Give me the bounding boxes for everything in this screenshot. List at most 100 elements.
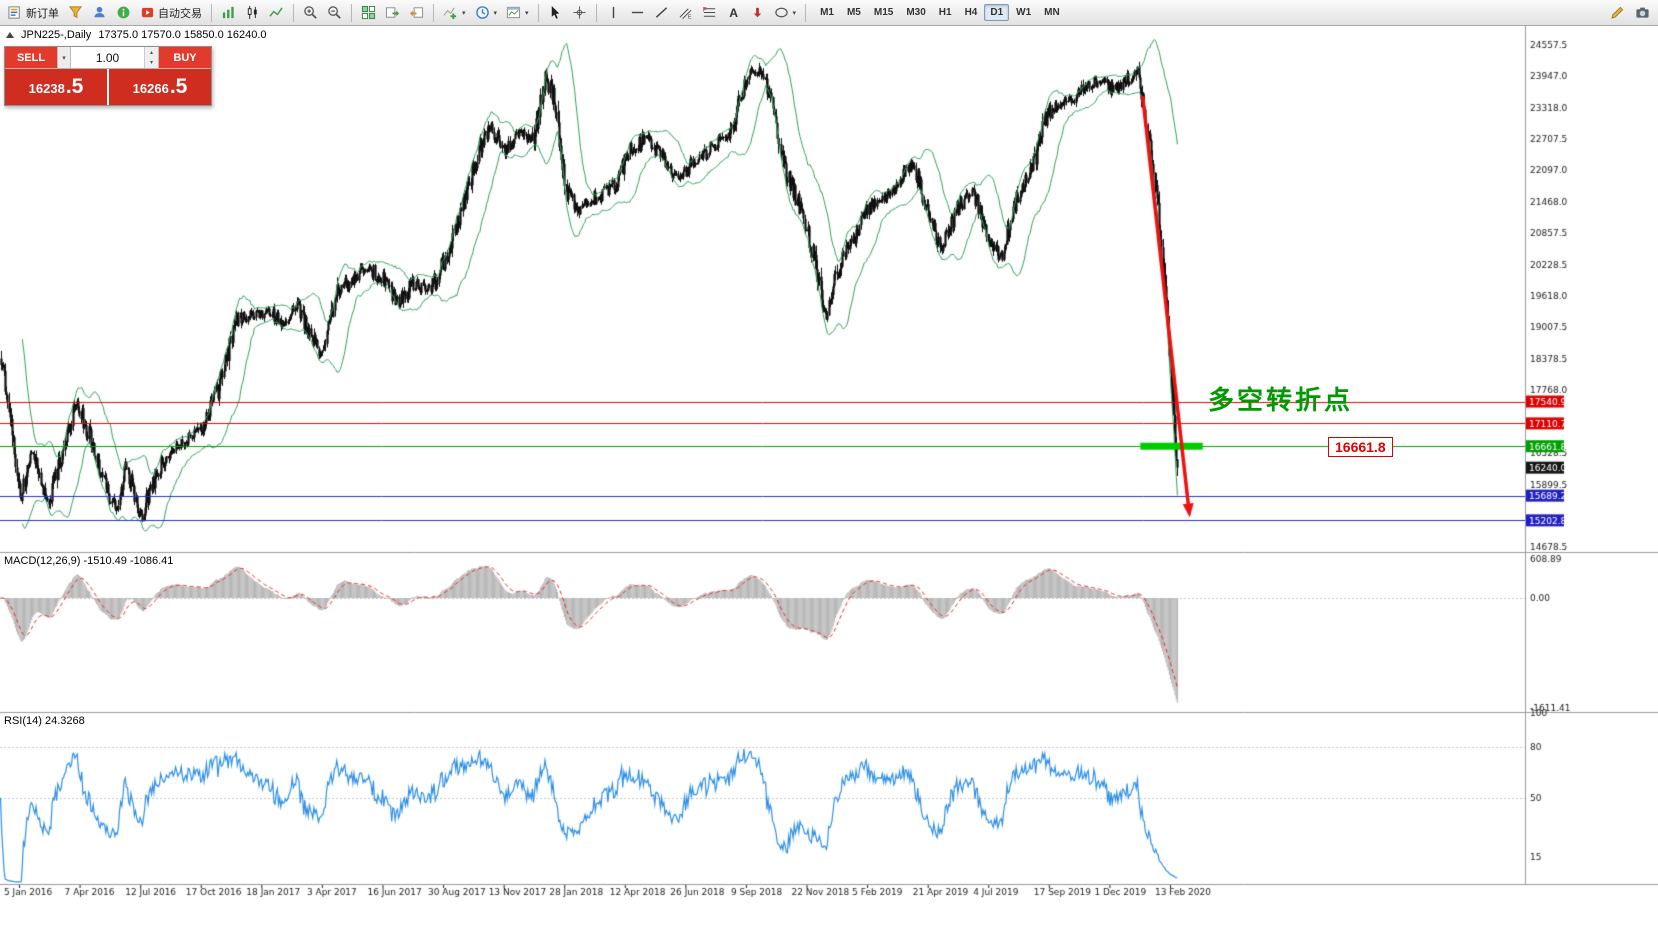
horizontal-line-button[interactable] [626,2,649,24]
new-order-button[interactable]: 新订单 [4,2,63,24]
autotrade-icon [140,5,155,20]
volume-input[interactable] [71,47,144,68]
toolbar-separator [537,3,539,22]
buy-button[interactable]: BUY [159,47,211,68]
candle-chart-button[interactable] [241,2,264,24]
indicators-button[interactable]: ▾ [439,2,470,24]
vertical-line-icon [606,5,621,20]
crosshair-button[interactable] [568,2,591,24]
timeframe-group: M1 M5 M15 M30 H1 H4 D1 W1 MN [814,4,1066,21]
support-price-callout: 16661.8 [1328,437,1393,457]
channel-button[interactable]: E [674,2,697,24]
buy-price-frac: .5 [169,75,188,98]
text-button[interactable]: A [722,2,745,24]
zoom-in-icon [303,5,318,20]
timeframe-button-m1[interactable]: M1 [814,4,840,21]
buy-price-int: 16266 [132,81,169,96]
funnel-button[interactable] [64,2,87,24]
chevron-down-icon: ▾ [493,9,498,17]
chevron-down-icon: ▾ [62,54,66,62]
volume-dropdown[interactable]: ▾ [57,47,71,68]
timeframe-button-mn[interactable]: MN [1038,4,1066,21]
chart-shift-button[interactable] [405,2,428,24]
toolbar-separator [805,3,807,22]
timeframe-button-d1[interactable]: D1 [984,4,1010,21]
fibonacci-button[interactable]: F [698,2,721,24]
toolbar-separator [211,3,212,22]
fibonacci-icon: F [702,5,717,20]
shapes-button[interactable]: ▾ [770,2,801,24]
indicators-icon [443,5,458,20]
horizontal-line-icon [630,5,645,20]
line-chart-button[interactable] [265,2,288,24]
toolbar-right-group [1606,2,1654,24]
periods-icon [475,5,490,20]
timeframe-button-m15[interactable]: M15 [868,4,899,21]
timeframe-button-h1[interactable]: H1 [933,4,958,21]
volume-stepper: ▴ ▾ [144,47,159,68]
zoom-out-button[interactable] [323,2,346,24]
auto-scroll-icon [385,5,400,20]
trade-panel-controls: SELL ▾ ▴ ▾ BUY [5,47,211,69]
toolbar-separator [293,3,294,22]
toolbar-separator [433,3,434,22]
trade-panel-quotes: 16238 .5 16266 .5 [5,69,211,105]
chart-shift-icon [409,5,424,20]
timeframe-button-m30[interactable]: M30 [900,4,931,21]
svg-text:E: E [687,15,691,20]
channel-icon: E [678,5,693,20]
turning-point-annotation: 多空转折点 [1208,385,1354,415]
timeframe-button-w1[interactable]: W1 [1010,4,1037,21]
funnel-icon [68,5,83,20]
periods-button[interactable]: ▾ [471,2,502,24]
toolbar-separator [595,3,597,22]
arrows-icon [750,5,765,20]
chart-region: JPN225-,Daily 17375.0 17570.0 15850.0 16… [0,26,1658,949]
template-button[interactable]: ▾ [502,2,533,24]
new-order-label: 新订单 [26,7,59,20]
info-icon [116,5,131,20]
support-button[interactable] [88,2,111,24]
zoom-in-button[interactable] [299,2,322,24]
sell-price-frac: .5 [65,75,84,98]
info-button[interactable] [112,2,135,24]
camera-icon [1635,5,1650,20]
trendline-button[interactable] [650,2,673,24]
volume-up-button[interactable]: ▴ [145,47,158,58]
chart-header: JPN225-,Daily 17375.0 17570.0 15850.0 16… [6,29,267,41]
crosshair-icon [572,5,587,20]
arrows-button[interactable] [746,2,769,24]
edit-icon [1610,5,1625,20]
sell-quote[interactable]: 16238 .5 [5,69,107,105]
autotrade-button[interactable]: 自动交易 [136,2,206,24]
timeframe-button-h4[interactable]: H4 [959,4,984,21]
svg-text:F: F [702,7,706,14]
autotrade-label: 自动交易 [158,7,202,20]
price-chart-canvas[interactable] [0,26,1658,949]
chevron-down-icon: ▾ [462,9,466,17]
cursor-icon [548,5,563,20]
symbol-title: JPN225-,Daily [21,29,92,41]
chevron-down-icon: ▾ [792,9,797,17]
bars-chart-icon [221,5,236,20]
line-chart-icon [269,5,284,20]
sell-button[interactable]: SELL [5,47,57,68]
chevron-down-icon: ▾ [525,9,529,17]
tile-windows-icon [361,5,376,20]
candle-chart-icon [245,5,260,20]
toolbar-separator [351,3,352,22]
vertical-line-button[interactable] [602,2,625,24]
top-toolbar: 新订单 自动交易 ▾ ▾ ▾ E F A ▾ [0,0,1658,26]
cursor-button[interactable] [544,2,567,24]
buy-quote[interactable]: 16266 .5 [109,69,211,105]
volume-down-button[interactable]: ▾ [145,57,158,68]
auto-scroll-button[interactable] [381,2,404,24]
bars-chart-button[interactable] [217,2,240,24]
tile-windows-button[interactable] [357,2,380,24]
camera-button[interactable] [1631,2,1654,24]
rsi-indicator-label: RSI(14) 24.3268 [4,715,85,727]
edit-button[interactable] [1606,2,1629,24]
timeframe-button-m5[interactable]: M5 [841,4,867,21]
window-icon [6,32,14,38]
